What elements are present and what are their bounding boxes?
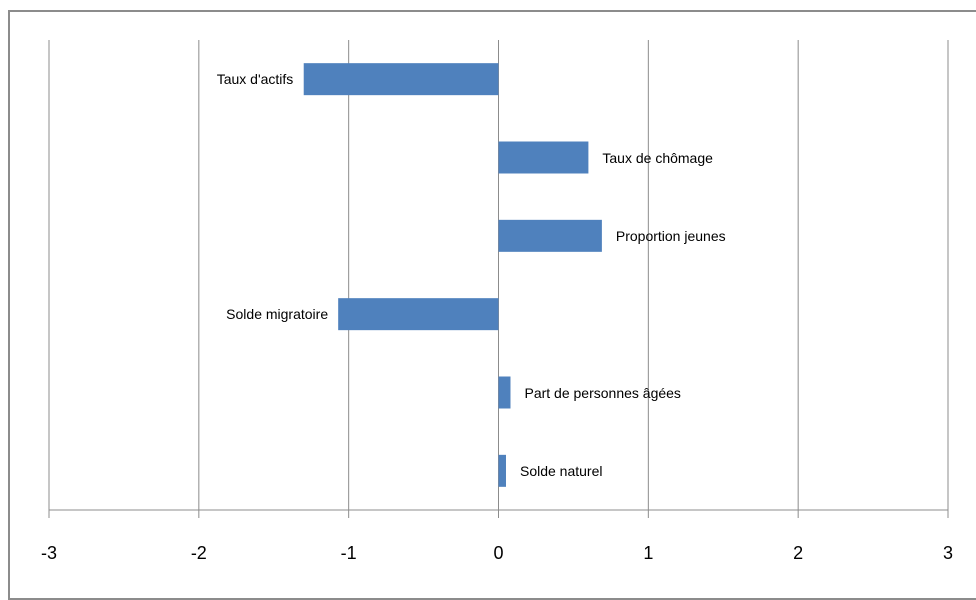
x-tick-label: -3 <box>41 543 57 563</box>
category-label: Solde naturel <box>519 462 603 479</box>
bar <box>498 219 602 252</box>
x-tick-label: 2 <box>793 543 803 563</box>
x-tick-label: 0 <box>493 543 503 563</box>
category-label: Solde migratoire <box>226 306 329 323</box>
x-tick-label: 3 <box>943 543 953 563</box>
x-tick-label: -1 <box>341 543 357 563</box>
x-tick-label: 1 <box>643 543 653 563</box>
x-tick-label: -2 <box>191 543 207 563</box>
bar <box>338 298 499 331</box>
bar <box>498 454 506 487</box>
category-label: Taux de chômage <box>602 149 713 166</box>
bar <box>303 63 499 96</box>
category-label: Proportion jeunes <box>615 227 726 244</box>
category-label: Part de personnes âgées <box>524 384 681 401</box>
bar <box>498 376 511 409</box>
bar <box>498 141 589 174</box>
category-label: Taux d'actifs <box>216 71 294 88</box>
